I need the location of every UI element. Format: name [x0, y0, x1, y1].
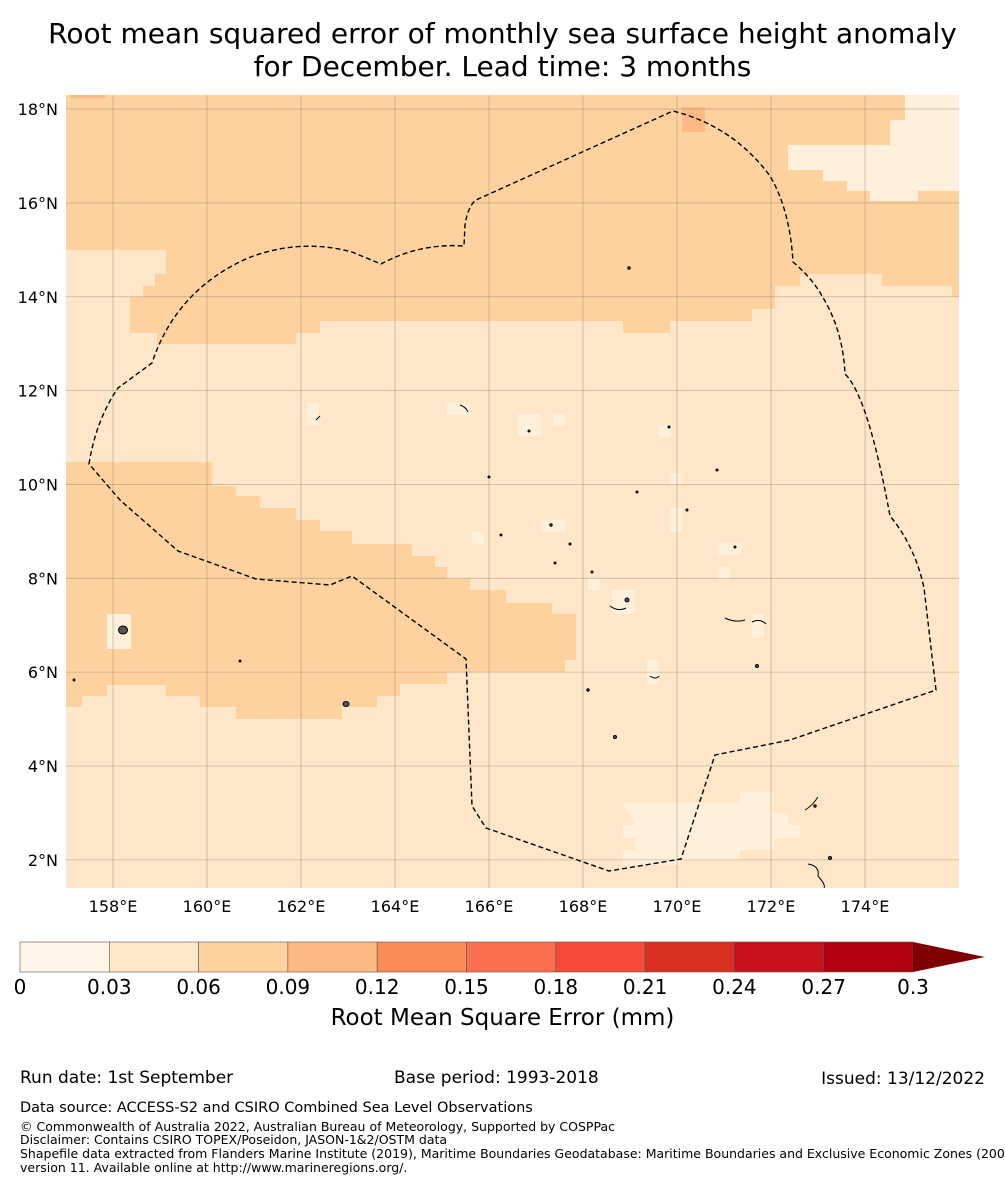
data-source: Data source: ACCESS-S2 and CSIRO Combine…: [20, 1100, 533, 1116]
colorbar-tick-label: 0.06: [176, 975, 221, 999]
lon-tick-label: 160°E: [183, 897, 232, 916]
colorbar-segment: [644, 941, 735, 973]
region-high-north: [66, 95, 959, 344]
lon-tick-label: 158°E: [89, 897, 138, 916]
longitude-labels: 158°E 160°E 162°E 164°E 166°E 168°E 170°E 172°E…: [89, 897, 890, 916]
lon-tick-label: 168°E: [559, 897, 608, 916]
lat-tick-label: 6°N: [28, 663, 58, 682]
colorbar-segment: [376, 941, 467, 973]
colorbar-segment: [823, 941, 914, 973]
base-period: Base period: 1993-2018: [394, 1068, 599, 1088]
eez-boundary: [88, 110, 937, 872]
colorbar: [19, 941, 985, 973]
colorbar-tick-label: 0.09: [266, 975, 311, 999]
disclaimer: Disclaimer: Contains CSIRO TOPEX/Poseido…: [20, 1132, 448, 1147]
lat-tick-label: 18°N: [18, 100, 58, 119]
colorbar-tick-label: 0.24: [712, 975, 757, 999]
colorbar-ticks: 0 0.03 0.06 0.09 0.12 0.15 0.18 0.21 0.24 0.27 0.3: [14, 975, 929, 999]
lon-tick-label: 166°E: [465, 897, 514, 916]
colorbar-segment: [19, 941, 110, 973]
map-figure: 18°N 16°N 14°N 12°N 10°N 8°N 6°N 4°N 2°N 158°E 16…: [14, 95, 985, 999]
lon-tick-label: 174°E: [841, 897, 890, 916]
gridlines: [66, 95, 959, 888]
lat-tick-label: 14°N: [18, 288, 58, 307]
shapefile-credit-1: Shapefile data extracted from Flanders M…: [20, 1146, 1005, 1161]
colorbar-label: Root Mean Square Error (mm): [330, 1005, 675, 1031]
run-date: Run date: 1st September: [20, 1068, 234, 1088]
colorbar-segment: [198, 941, 289, 973]
colorbar-tick-label: 0.15: [444, 975, 489, 999]
high-patch: [682, 107, 705, 132]
copyright: © Commonwealth of Australia 2022, Austra…: [20, 1119, 615, 1134]
colorbar-tick-label: 0.27: [801, 975, 846, 999]
colorbar-tick-label: 0.21: [623, 975, 668, 999]
islands: [72, 266, 832, 889]
lon-tick-label: 172°E: [747, 897, 796, 916]
lat-tick-label: 4°N: [28, 757, 58, 776]
colorbar-segment: [287, 941, 378, 973]
colorbar-tick-label: 0.3: [897, 975, 929, 999]
colorbar-tick-label: 0.18: [534, 975, 579, 999]
colorbar-tick-label: 0.03: [87, 975, 132, 999]
low-error-patches: [107, 95, 959, 865]
lon-tick-label: 164°E: [371, 897, 420, 916]
shapefile-credit-2: version 11. Available online at http://w…: [20, 1160, 408, 1175]
colorbar-extend-arrow: [913, 942, 985, 972]
lat-tick-label: 12°N: [18, 382, 58, 401]
map-area: [66, 95, 959, 889]
colorbar-tick-label: 0: [14, 975, 27, 999]
high-patch-edge: [70, 95, 106, 98]
lon-tick-label: 162°E: [277, 897, 326, 916]
lat-tick-label: 16°N: [18, 194, 58, 213]
colorbar-tick-label: 0.12: [355, 975, 400, 999]
colorbar-segment: [109, 941, 199, 973]
lon-tick-label: 170°E: [653, 897, 702, 916]
latitude-labels: 18°N 16°N 14°N 12°N 10°N 8°N 6°N 4°N 2°N: [18, 100, 58, 870]
issued-date: Issued: 13/12/2022: [821, 1069, 985, 1089]
colorbar-segment: [734, 941, 825, 973]
lat-tick-label: 10°N: [18, 475, 58, 494]
title-line-2: for December. Lead time: 3 months: [253, 50, 752, 83]
colorbar-segment: [466, 941, 557, 973]
title-line-1: Root mean squared error of monthly sea s…: [48, 17, 957, 50]
region-high-west: [66, 462, 576, 719]
lat-tick-label: 8°N: [28, 569, 58, 588]
colorbar-segment: [555, 941, 646, 973]
lat-tick-label: 2°N: [28, 851, 58, 870]
